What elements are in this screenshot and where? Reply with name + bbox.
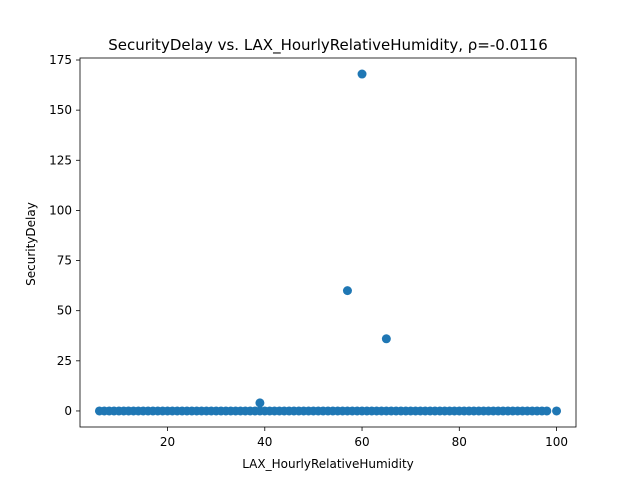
- y-tick-label: 25: [57, 354, 72, 368]
- data-point: [542, 406, 552, 416]
- data-point: [342, 286, 352, 296]
- x-axis-label: LAX_HourlyRelativeHumidity: [242, 457, 414, 471]
- chart-title: SecurityDelay vs. LAX_HourlyRelativeHumi…: [108, 36, 548, 55]
- data-points: [94, 69, 562, 416]
- y-tick-label: 75: [57, 254, 72, 268]
- x-tick-label: 60: [354, 435, 369, 449]
- axes-frame: [79, 57, 577, 428]
- plot-area: 20 40 60 80 100 0 25 50 75 100 125 150 175: [49, 53, 577, 449]
- x-tick-label: 100: [545, 435, 568, 449]
- y-tick-label: 175: [49, 53, 72, 67]
- y-axis-label: SecurityDelay: [24, 202, 38, 286]
- data-point: [255, 398, 265, 408]
- x-tick-label: 20: [160, 435, 175, 449]
- data-point: [357, 69, 367, 79]
- y-tick-label: 100: [49, 203, 72, 217]
- y-tick-label: 0: [64, 404, 72, 418]
- y-tick-label: 150: [49, 103, 72, 117]
- y-axis-ticks: 0 25 50 75 100 125 150 175: [49, 53, 80, 418]
- data-point: [552, 406, 562, 416]
- x-axis-ticks: 20 40 60 80 100: [160, 427, 568, 449]
- y-tick-label: 125: [49, 153, 72, 167]
- x-tick-label: 40: [257, 435, 272, 449]
- x-tick-label: 80: [452, 435, 467, 449]
- data-point: [381, 334, 391, 344]
- y-tick-label: 50: [57, 304, 72, 318]
